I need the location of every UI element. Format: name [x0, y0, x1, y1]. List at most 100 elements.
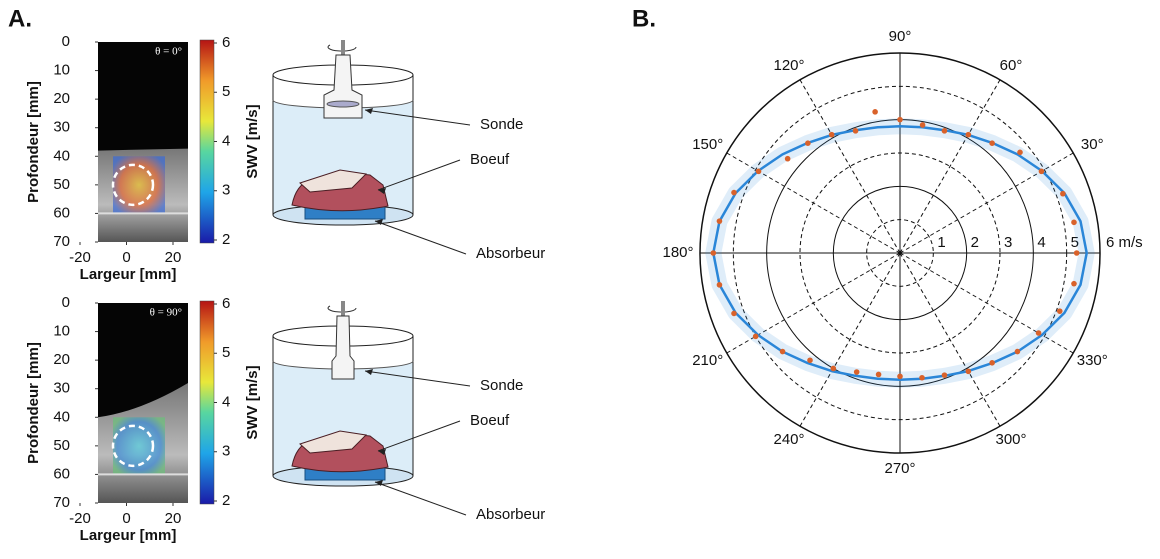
radial-tick-label: 2 [971, 234, 979, 251]
data-point [1056, 308, 1063, 314]
colorbar-tick-label: 2 [222, 231, 230, 248]
pointer-head [365, 369, 373, 375]
angle-tick-label: 150° [692, 136, 723, 153]
data-point [1014, 348, 1021, 355]
diagram-label: Boeuf [470, 412, 510, 429]
x-tick-label: -20 [69, 510, 91, 527]
x-tick-label: 0 [122, 510, 130, 527]
radial-tick-label: 1 [937, 234, 945, 251]
setup-diagram: Sonde Boeuf Absorbeur [272, 40, 545, 262]
angular-grid [726, 252, 901, 354]
colorbar [199, 39, 215, 244]
angle-tick-label: 300° [995, 431, 1026, 448]
colorbar [199, 300, 215, 505]
probe [331, 315, 355, 380]
angular-grid [799, 252, 901, 427]
radial-tick-label: 3 [1004, 234, 1012, 251]
data-point [731, 189, 737, 196]
pointer-line [364, 109, 471, 126]
data-point [755, 168, 762, 175]
roi [111, 424, 155, 468]
data-point [1038, 168, 1045, 175]
data-point [1071, 219, 1077, 226]
data-point [989, 359, 995, 366]
y-tick-label: 20 [53, 351, 70, 368]
diagram-label: Sonde [480, 116, 523, 133]
angle-tick-label: 330° [1077, 352, 1108, 369]
y-axis-label: Profondeur [mm] [25, 342, 42, 464]
colorbar-tick-label: 3 [222, 182, 230, 199]
data-point [989, 140, 995, 147]
angular-grid [799, 79, 901, 254]
pointer-line [374, 481, 467, 516]
data-point [828, 131, 835, 138]
data-point [941, 128, 948, 134]
pointer-head [375, 480, 383, 486]
y-tick-label: 0 [62, 33, 70, 50]
colorbar-label: SWV [m/s] [244, 104, 261, 178]
y-tick-label: 20 [53, 90, 70, 107]
data-point [805, 140, 811, 147]
data-point [965, 131, 972, 138]
roi [111, 163, 155, 207]
y-tick-label: 40 [53, 147, 70, 164]
angle-tick-label: 60° [1000, 57, 1023, 74]
pointer-head [375, 219, 383, 225]
radial-tick-label: 6 m/s [1106, 234, 1143, 251]
data-point [784, 155, 791, 162]
diagram-label: Sonde [480, 377, 523, 394]
data-point [852, 128, 859, 134]
y-tick-label: 10 [53, 62, 70, 79]
diagram-label: Absorbeur [476, 506, 545, 523]
angle-tick-label: 120° [773, 57, 804, 74]
angle-tick-label: 30° [1081, 136, 1104, 153]
pointer-line [364, 370, 471, 387]
probe-face [326, 100, 360, 108]
x-axis-label: Largeur [mm] [80, 266, 177, 283]
y-tick-label: 60 [53, 204, 70, 221]
data-point [807, 357, 813, 364]
data-point [1060, 190, 1066, 197]
x-tick-label: -20 [69, 249, 91, 266]
panel-letter: A. [8, 5, 32, 32]
data-point [919, 374, 925, 381]
y-tick-label: 30 [53, 119, 70, 136]
x-tick-label: 20 [165, 510, 182, 527]
beef-fat [299, 169, 368, 193]
data-point [897, 373, 903, 380]
angular-grid [899, 152, 1074, 254]
y-tick-label: 50 [53, 176, 70, 193]
angular-grid [899, 252, 1074, 354]
colorbar-tick-label: 3 [222, 443, 230, 460]
diagram-label: Absorbeur [476, 245, 545, 262]
data-point [965, 368, 972, 375]
pointer-head [378, 449, 386, 455]
angular-grid [899, 252, 1001, 427]
colorbar-tick-label: 4 [222, 393, 230, 410]
y-tick-label: 10 [53, 323, 70, 340]
pointer-line [377, 420, 461, 452]
y-tick-label: 70 [53, 494, 70, 511]
rotation-arrow [327, 305, 357, 313]
theta-label: θ = 90° [150, 307, 182, 319]
data-point [830, 365, 837, 372]
data-point [872, 109, 878, 115]
colorbar-tick-label: 6 [222, 295, 230, 312]
data-point [1035, 330, 1042, 336]
angle-tick-label: 180° [662, 244, 693, 261]
y-tick-label: 70 [53, 233, 70, 250]
y-tick-label: 0 [62, 294, 70, 311]
rotation-arrow [327, 44, 357, 52]
x-tick-label: 20 [165, 249, 182, 266]
angular-grid [726, 152, 901, 254]
panel-letter: B. [632, 5, 656, 32]
angle-tick-label: 210° [692, 352, 723, 369]
setup-diagram: Sonde Boeuf Absorbeur [272, 301, 545, 523]
data-point [1071, 280, 1077, 287]
pointer-line [374, 220, 467, 255]
y-tick-label: 60 [53, 465, 70, 482]
colorbar-tick-label: 2 [222, 492, 230, 509]
data-point [897, 116, 903, 123]
angular-grid [899, 79, 1001, 254]
